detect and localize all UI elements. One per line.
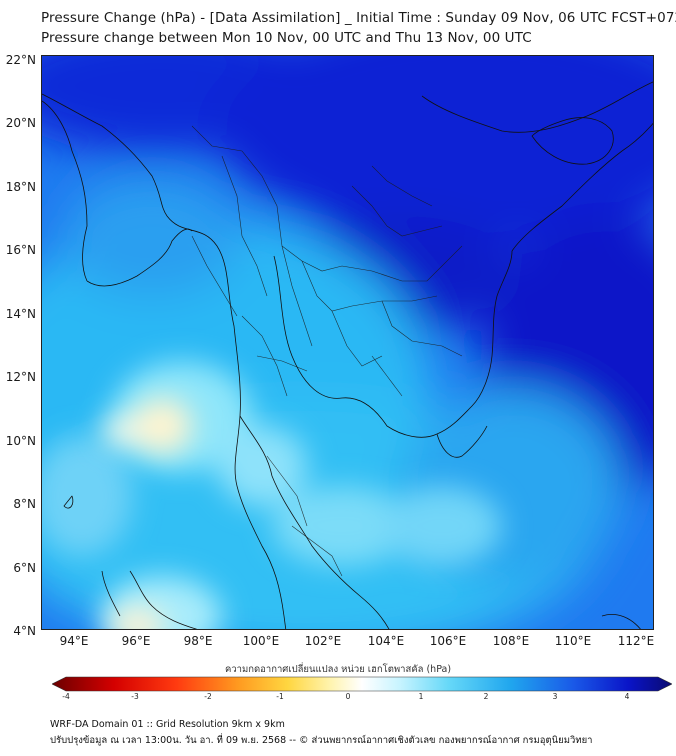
colorbar: [52, 676, 672, 692]
lon-label-104e: 104°E: [367, 634, 405, 648]
colorbar-tick: -1: [276, 692, 284, 701]
lon-label-108e: 108°E: [492, 634, 530, 648]
near-zero-pockets: [102, 398, 192, 629]
colorbar-scale: [52, 676, 672, 692]
lon-label-98e: 98°E: [183, 634, 213, 648]
lat-label-16n: 16°N: [5, 243, 36, 257]
lon-label-110e: 110°E: [554, 634, 592, 648]
colorbar-tick: 0: [345, 692, 351, 701]
colorbar-tick: -2: [204, 692, 212, 701]
colorbar-title: ความกดอากาศเปลี่ยนแปลง หน่วย เฮกโตพาสคัล…: [224, 664, 452, 675]
lat-label-22n: 22°N: [5, 53, 36, 67]
lat-label-4n: 4°N: [13, 624, 36, 638]
colorbar-tick: 2: [483, 692, 489, 701]
lat-label-6n: 6°N: [13, 561, 36, 575]
colorbar-tick: 1: [418, 692, 424, 701]
lat-label-10n: 10°N: [5, 434, 36, 448]
colorbar-tick: 3: [552, 692, 558, 701]
colorbar-tick: 4: [624, 692, 630, 701]
lat-label-8n: 8°N: [13, 497, 36, 511]
lon-label-94e: 94°E: [59, 634, 89, 648]
footer-model-info: WRF-DA Domain 01 :: Grid Resolution 9km …: [50, 719, 285, 730]
map-panel: [41, 55, 654, 630]
lat-label-14n: 14°N: [5, 307, 36, 321]
coastlines: [42, 81, 653, 629]
lon-label-112e: 112°E: [617, 634, 655, 648]
lat-label-20n: 20°N: [5, 116, 36, 130]
lon-label-106e: 106°E: [429, 634, 467, 648]
lat-label-18n: 18°N: [5, 180, 36, 194]
lon-label-96e: 96°E: [121, 634, 151, 648]
lat-label-12n: 12°N: [5, 370, 36, 384]
colorbar-tick: -4: [62, 692, 70, 701]
pressure-change-map: [42, 56, 653, 629]
map-subtitle: Pressure change between Mon 10 Nov, 00 U…: [41, 30, 532, 46]
colorbar-tick: -3: [131, 692, 139, 701]
map-title: Pressure Change (hPa) - [Data Assimilati…: [41, 10, 676, 26]
lon-label-102e: 102°E: [304, 634, 342, 648]
lon-label-100e: 100°E: [242, 634, 280, 648]
footer-credit: ปรับปรุงข้อมูล ณ เวลา 13:00น. วัน อา. ที…: [50, 735, 593, 746]
admin-borders: [191, 125, 463, 577]
